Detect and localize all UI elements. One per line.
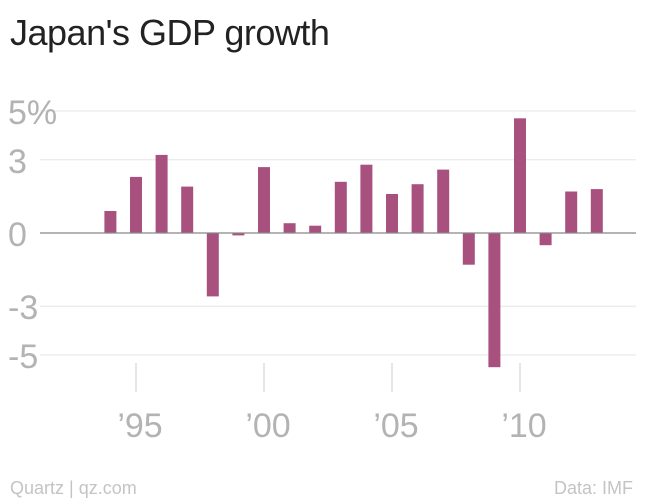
bar-2004 — [360, 164, 373, 233]
y-tick-label: 3 — [8, 143, 27, 181]
bar-2013 — [590, 189, 603, 233]
x-axis-ticks: ’95 ’00 ’05 ’10 — [117, 363, 547, 445]
bar-2007 — [437, 169, 450, 233]
bar-1994 — [104, 211, 117, 233]
bar-2001 — [283, 223, 296, 233]
bar-1995 — [130, 176, 142, 233]
footer-brand: Quartz | qz.com — [10, 478, 137, 498]
x-tick-label: ’95 — [117, 407, 162, 445]
footer-data-source: Data: IMF — [553, 478, 633, 498]
x-tick-label: ’00 — [245, 407, 290, 445]
bar-2008 — [462, 233, 475, 265]
bar-2011 — [539, 233, 552, 246]
bar-2002 — [309, 225, 322, 233]
bar-2012 — [565, 191, 578, 233]
bar-2000 — [258, 167, 270, 233]
bars — [104, 118, 603, 368]
chart-title: Japan's GDP growth — [10, 12, 330, 53]
bar-2009 — [488, 233, 501, 368]
bar-1996 — [155, 154, 168, 233]
bar-2005 — [386, 194, 398, 233]
x-tick-label: ’10 — [501, 407, 546, 445]
y-tick-label: -5 — [8, 338, 38, 376]
y-tick-label: 5% — [8, 94, 57, 132]
bar-2006 — [411, 184, 424, 233]
grid-lines — [40, 110, 636, 356]
y-tick-label: 0 — [8, 216, 27, 254]
y-tick-label: -3 — [8, 289, 38, 327]
bar-1999 — [232, 233, 245, 236]
bar-1997 — [181, 186, 194, 233]
bar-2010 — [514, 118, 526, 233]
bar-1998 — [206, 233, 219, 297]
y-axis-tick-labels: 5% 3 0 -3 -5 — [8, 94, 57, 376]
bar-2003 — [334, 181, 347, 233]
x-tick-label: ’05 — [373, 407, 418, 445]
